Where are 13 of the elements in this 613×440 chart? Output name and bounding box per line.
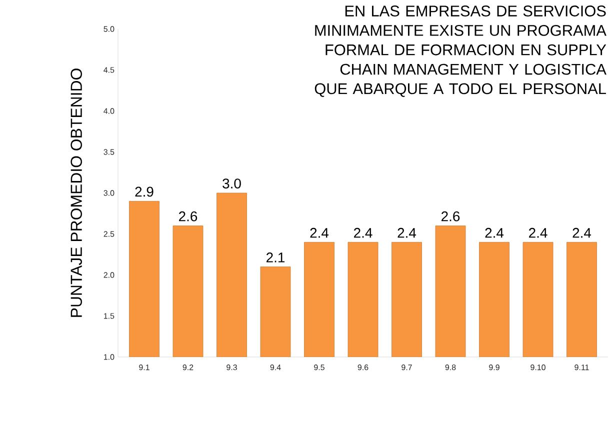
- data-label: 2.1: [266, 252, 285, 262]
- data-label: 2.9: [135, 186, 154, 197]
- data-label: 2.6: [442, 211, 460, 222]
- data-label: 2.4: [398, 228, 416, 238]
- data-label: 2.6: [179, 211, 198, 222]
- data-label: 2.4: [354, 228, 372, 238]
- data-label: 3.0: [222, 178, 241, 188]
- text: EN LAS EMPRESAS DE SERVICIOS MINIMAMENTE EXISTE UN PROGRAMA FORMAL DE FORMACION EN SUPPLY CHAIN MANAGEMENT Y LOGISTICA QUE ABARQUE A TODO EL PERSONAL: [314, 6, 606, 97]
- data-label: 2.4: [485, 228, 504, 238]
- y-axis-title: PUNTAJE PROMEDIO OBTENIDO: [70, 68, 82, 317]
- data-label: 2.4: [529, 228, 548, 238]
- data-label: 2.4: [572, 228, 592, 238]
- data-label: 2.4: [310, 228, 329, 238]
